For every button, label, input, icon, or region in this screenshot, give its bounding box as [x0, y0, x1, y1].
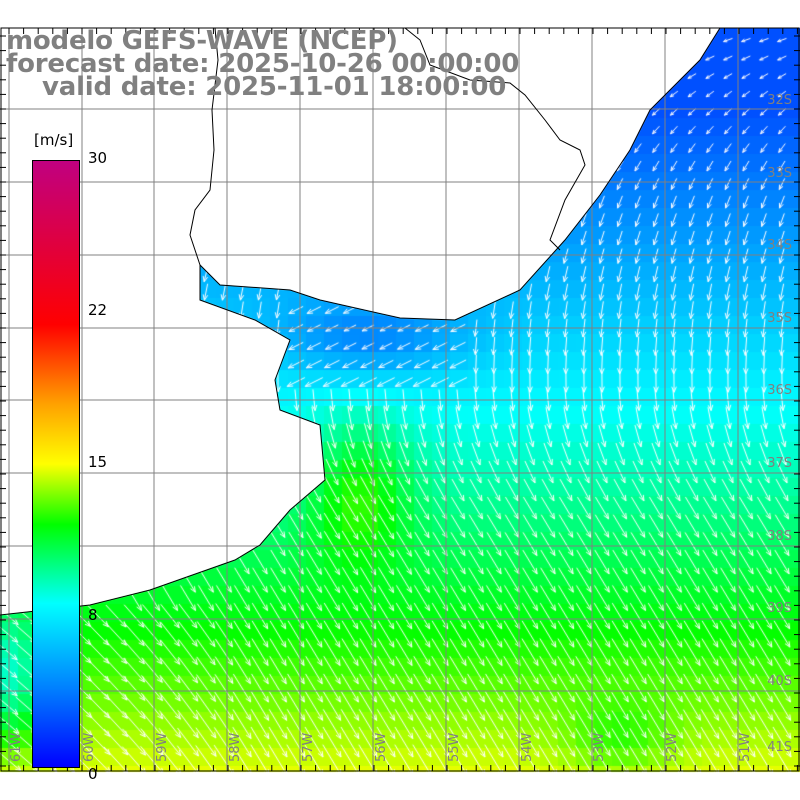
lat-label: 33S — [767, 166, 792, 181]
lat-label: 39S — [767, 601, 792, 616]
lat-label: 41S — [767, 740, 792, 755]
lon-label: 60W — [82, 732, 97, 762]
lon-label: 52W — [665, 732, 680, 762]
lat-label: 34S — [767, 238, 792, 253]
model-title: modelo GEFS-WAVE (NCEP) — [6, 26, 398, 56]
lon-label: 54W — [520, 732, 535, 762]
border-line — [189, 27, 586, 266]
lon-label: 59W — [155, 732, 170, 762]
lat-label: 40S — [767, 674, 792, 689]
lon-label: 53W — [592, 732, 607, 762]
map-frame — [0, 27, 800, 772]
forecast-date: forecast date: 2025-10-26 00:00:00 — [6, 49, 520, 79]
colorbar-unit: [m/s] — [34, 131, 74, 149]
lon-label: 55W — [447, 732, 462, 762]
lon-label: 61W — [9, 732, 24, 762]
axis-ticks — [0, 28, 800, 771]
lat-label: 32S — [767, 93, 792, 108]
lat-label: 37S — [767, 456, 792, 471]
lon-label: 56W — [374, 732, 389, 762]
lon-label: 58W — [228, 732, 243, 762]
lat-lon-grid — [0, 28, 800, 771]
lon-label: 57W — [301, 732, 316, 762]
lon-label: 51W — [738, 732, 753, 762]
colorbar-tick: 15 — [88, 453, 108, 471]
colorbar — [32, 160, 80, 768]
coastline — [0, 27, 721, 616]
colorbar-tick: 8 — [88, 606, 98, 624]
valid-date: valid date: 2025-11-01 18:00:00 — [42, 72, 507, 102]
lat-label: 35S — [767, 311, 792, 326]
colorbar-tick: 22 — [88, 301, 108, 319]
colorbar-tick: 30 — [88, 149, 108, 167]
lat-label: 36S — [767, 383, 792, 398]
colorbar-tick: 0 — [88, 765, 98, 783]
lat-label: 38S — [767, 529, 792, 544]
